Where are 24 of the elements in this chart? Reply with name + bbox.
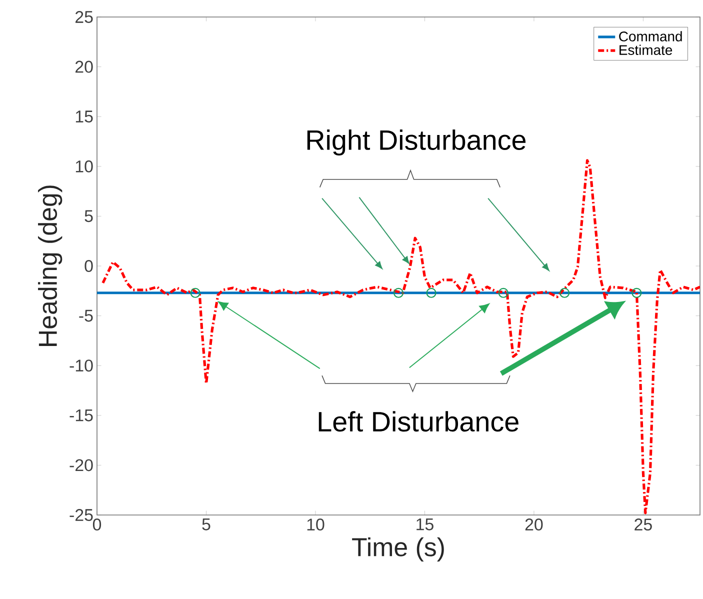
y-tick-label: -10	[70, 360, 93, 372]
line-series	[102, 159, 700, 514]
y-tick-label: -20	[70, 459, 93, 472]
y-tick-label: 15	[76, 110, 93, 123]
y-tick-label: 0	[84, 260, 93, 272]
y-tick-label: 20	[76, 60, 93, 73]
x-tick-label: 20	[525, 518, 543, 531]
x-tick-label: 0	[92, 518, 102, 531]
y-tick-label: 10	[76, 160, 93, 172]
x-tick-label: 10	[307, 518, 324, 531]
x-tick-label: 15	[416, 518, 434, 530]
legend-label: Estimate	[620, 44, 672, 55]
y-tick-label: 5	[84, 210, 93, 222]
y-tick-label: -5	[79, 310, 93, 322]
y-tick-label: -25	[70, 509, 93, 521]
x-axis-title: Time (s)	[352, 537, 444, 562]
x-tick-label: 25	[634, 518, 652, 531]
x-tick-label: 5	[202, 518, 210, 530]
legend-label: Command	[619, 31, 682, 42]
y-tick-label: -15	[70, 409, 93, 422]
annotation: Right Disturbance	[307, 130, 526, 156]
annotation: Left Disturbance	[318, 411, 518, 432]
y-tick-label: 25	[76, 11, 93, 23]
y-axis-title: Heading (deg)	[38, 186, 62, 346]
